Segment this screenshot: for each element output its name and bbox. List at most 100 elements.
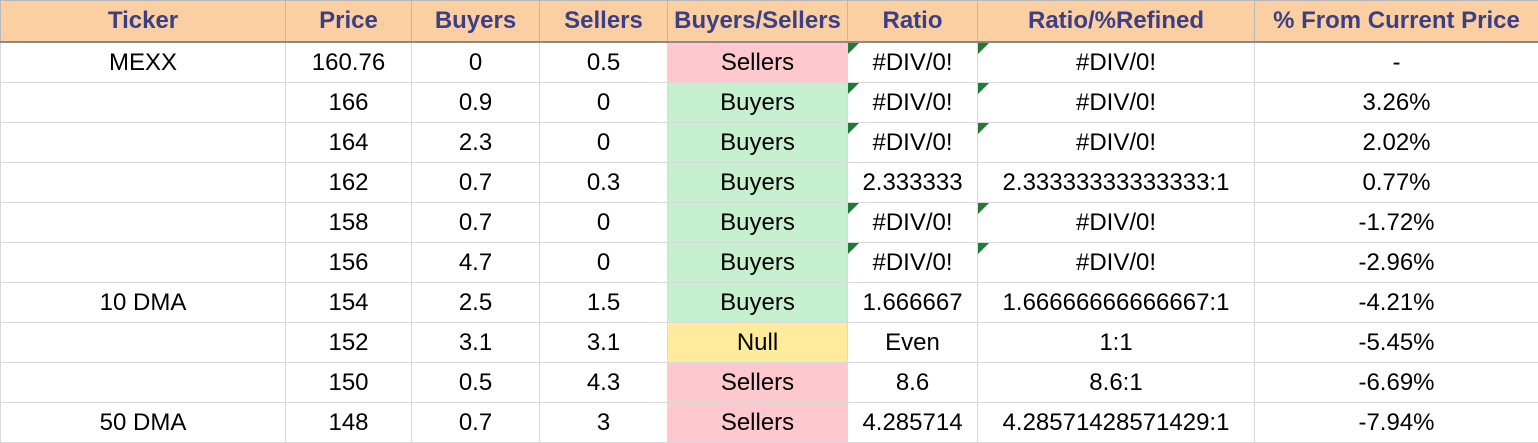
cell-ratio-refined[interactable]: 1:1	[978, 323, 1255, 363]
cell-ticker[interactable]	[1, 323, 286, 363]
cell-ratio[interactable]: Even	[848, 323, 978, 363]
cell-ticker[interactable]	[1, 363, 286, 403]
cell-sellers[interactable]: 4.3	[540, 363, 668, 403]
cell-buyers-sellers[interactable]: Buyers	[668, 283, 848, 323]
cell-pct-from-current-value: -6.69%	[1358, 369, 1434, 396]
cell-pct-from-current[interactable]: -2.96%	[1255, 243, 1538, 283]
cell-sellers[interactable]: 0.5	[540, 42, 668, 83]
cell-price[interactable]: 156	[286, 243, 412, 283]
cell-buyers-sellers[interactable]: Buyers	[668, 163, 848, 203]
cell-buyers[interactable]: 0.9	[412, 83, 540, 123]
cell-price[interactable]: 160.76	[286, 42, 412, 83]
header-cell-price[interactable]: Price	[286, 1, 412, 43]
cell-ratio-refined-value: 8.6:1	[1089, 369, 1142, 396]
cell-buyers[interactable]: 0.5	[412, 363, 540, 403]
cell-ticker[interactable]	[1, 83, 286, 123]
cell-pct-from-current[interactable]: -1.72%	[1255, 203, 1538, 243]
cell-buyers-sellers-value: Sellers	[721, 409, 794, 436]
cell-pct-from-current[interactable]: -	[1255, 42, 1538, 83]
cell-sellers[interactable]: 0	[540, 243, 668, 283]
cell-ratio-refined[interactable]: 8.6:1	[978, 363, 1255, 403]
cell-buyers-sellers[interactable]: Sellers	[668, 363, 848, 403]
cell-sellers[interactable]: 3.1	[540, 323, 668, 363]
cell-pct-from-current[interactable]: 0.77%	[1255, 163, 1538, 203]
cell-price[interactable]: 148	[286, 403, 412, 443]
cell-sellers[interactable]: 0	[540, 83, 668, 123]
cell-sellers[interactable]: 3	[540, 403, 668, 443]
cell-ratio-refined[interactable]: #DIV/0!	[978, 243, 1255, 283]
cell-ticker[interactable]	[1, 163, 286, 203]
cell-price[interactable]: 162	[286, 163, 412, 203]
cell-price[interactable]: 154	[286, 283, 412, 323]
cell-pct-from-current[interactable]: -5.45%	[1255, 323, 1538, 363]
cell-price[interactable]: 150	[286, 363, 412, 403]
cell-ratio-refined-value: #DIV/0!	[1076, 89, 1156, 116]
cell-ratio[interactable]: #DIV/0!	[848, 243, 978, 283]
cell-buyers[interactable]: 0.7	[412, 163, 540, 203]
cell-ratio-refined[interactable]: #DIV/0!	[978, 203, 1255, 243]
cell-buyers-sellers[interactable]: Sellers	[668, 42, 848, 83]
cell-buyers[interactable]: 0.7	[412, 203, 540, 243]
cell-price[interactable]: 158	[286, 203, 412, 243]
cell-ratio-refined[interactable]: 1.66666666666667:1	[978, 283, 1255, 323]
cell-sellers[interactable]: 0.3	[540, 163, 668, 203]
cell-buyers-sellers-value: Sellers	[721, 49, 794, 76]
cell-pct-from-current[interactable]: -6.69%	[1255, 363, 1538, 403]
header-cell-pct-from-current[interactable]: % From Current Price	[1255, 1, 1538, 43]
cell-ratio[interactable]: 1.666667	[848, 283, 978, 323]
header-cell-buyers-sellers[interactable]: Buyers/Sellers	[668, 1, 848, 43]
cell-buyers[interactable]: 3.1	[412, 323, 540, 363]
cell-buyers-sellers-value: Sellers	[721, 369, 794, 396]
cell-ratio-refined[interactable]: #DIV/0!	[978, 42, 1255, 83]
cell-buyers-sellers[interactable]: Buyers	[668, 123, 848, 163]
cell-pct-from-current[interactable]: -4.21%	[1255, 283, 1538, 323]
cell-buyers[interactable]: 2.5	[412, 283, 540, 323]
cell-sellers-value: 3.1	[587, 329, 620, 356]
cell-price[interactable]: 166	[286, 83, 412, 123]
cell-pct-from-current[interactable]: 2.02%	[1255, 123, 1538, 163]
cell-ratio-refined[interactable]: #DIV/0!	[978, 83, 1255, 123]
cell-ratio-refined[interactable]: 4.28571428571429:1	[978, 403, 1255, 443]
cell-ticker[interactable]	[1, 203, 286, 243]
cell-ratio-refined[interactable]: #DIV/0!	[978, 123, 1255, 163]
cell-buyers[interactable]: 2.3	[412, 123, 540, 163]
cell-pct-from-current[interactable]: 3.26%	[1255, 83, 1538, 123]
cell-ratio[interactable]: #DIV/0!	[848, 203, 978, 243]
cell-ratio-value: Even	[885, 329, 940, 356]
cell-buyers-sellers[interactable]: Sellers	[668, 403, 848, 443]
cell-ratio[interactable]: #DIV/0!	[848, 83, 978, 123]
cell-ticker[interactable]: 10 DMA	[1, 283, 286, 323]
cell-ratio[interactable]: #DIV/0!	[848, 123, 978, 163]
cell-ratio-refined[interactable]: 2.33333333333333:1	[978, 163, 1255, 203]
cell-ratio[interactable]: 4.285714	[848, 403, 978, 443]
cell-price[interactable]: 152	[286, 323, 412, 363]
cell-pct-from-current-value: 0.77%	[1362, 169, 1430, 196]
header-cell-buyers[interactable]: Buyers	[412, 1, 540, 43]
cell-ticker[interactable]: 50 DMA	[1, 403, 286, 443]
cell-ticker[interactable]	[1, 123, 286, 163]
cell-ticker[interactable]	[1, 243, 286, 283]
header-cell-ratio-refined[interactable]: Ratio/%Refined	[978, 1, 1255, 43]
cell-ratio[interactable]: #DIV/0!	[848, 42, 978, 83]
cell-sellers[interactable]: 0	[540, 123, 668, 163]
cell-sellers[interactable]: 0	[540, 203, 668, 243]
cell-price[interactable]: 164	[286, 123, 412, 163]
cell-buyers-sellers[interactable]: Buyers	[668, 203, 848, 243]
cell-ticker-value: 10 DMA	[100, 289, 187, 316]
cell-sellers[interactable]: 1.5	[540, 283, 668, 323]
cell-buyers-sellers[interactable]: Null	[668, 323, 848, 363]
cell-ticker[interactable]: MEXX	[1, 42, 286, 83]
cell-pct-from-current[interactable]: -7.94%	[1255, 403, 1538, 443]
cell-buyers-sellers[interactable]: Buyers	[668, 243, 848, 283]
cell-buyers[interactable]: 0.7	[412, 403, 540, 443]
header-cell-ticker[interactable]: Ticker	[1, 1, 286, 43]
cell-ratio[interactable]: 2.333333	[848, 163, 978, 203]
cell-ratio[interactable]: 8.6	[848, 363, 978, 403]
header-cell-ratio[interactable]: Ratio	[848, 1, 978, 43]
header-cell-sellers[interactable]: Sellers	[540, 1, 668, 43]
cell-buyers[interactable]: 0	[412, 42, 540, 83]
cell-buyers[interactable]: 4.7	[412, 243, 540, 283]
cell-buyers-sellers[interactable]: Buyers	[668, 83, 848, 123]
